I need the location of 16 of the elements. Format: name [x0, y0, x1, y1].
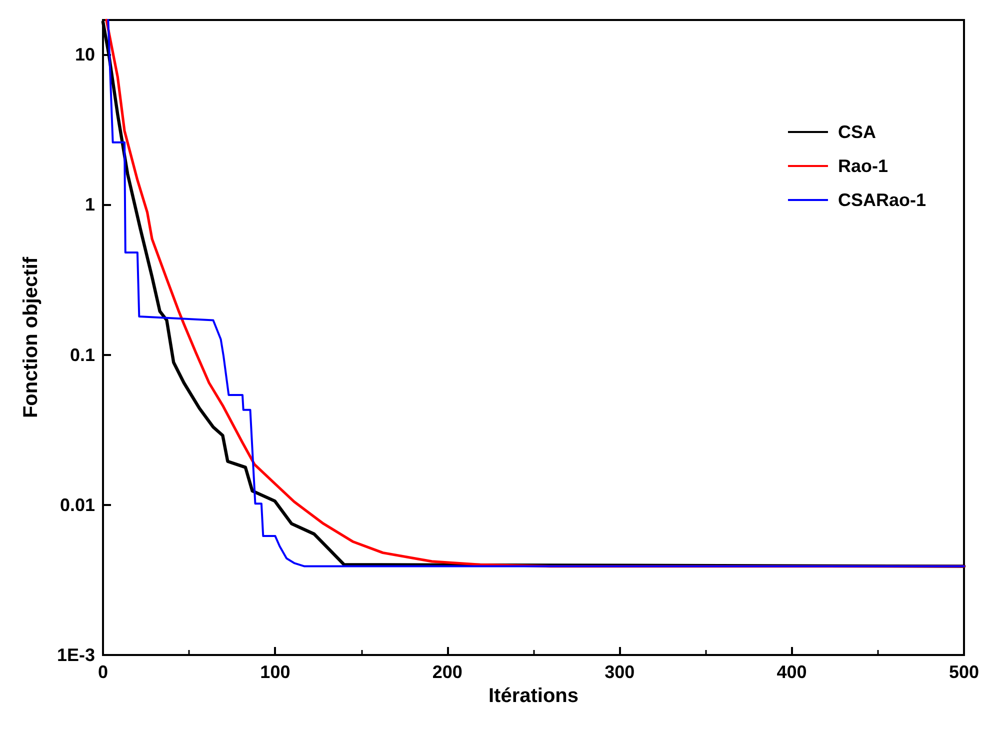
x-tick-label: 0	[98, 662, 108, 682]
x-tick-label: 300	[604, 662, 635, 682]
y-tick-label: 10	[74, 44, 95, 65]
y-tick-label: 1E-3	[56, 645, 95, 665]
y-axis-title: Fonction objectif	[20, 256, 42, 418]
x-tick-label: 200	[432, 662, 462, 682]
y-tick-label: 1	[84, 194, 95, 215]
x-tick-label: 400	[776, 662, 807, 682]
y-tick-label: 0.01	[60, 494, 95, 515]
y-tick-label: 0.1	[70, 344, 95, 365]
x-axis-title: Itérations	[488, 684, 579, 707]
legend-label: CSARao-1	[838, 190, 926, 210]
x-tick-label: 500	[948, 662, 980, 682]
x-tick-label: 100	[260, 662, 290, 682]
legend-label: Rao-1	[838, 156, 888, 176]
legend-label: CSA	[838, 122, 876, 142]
